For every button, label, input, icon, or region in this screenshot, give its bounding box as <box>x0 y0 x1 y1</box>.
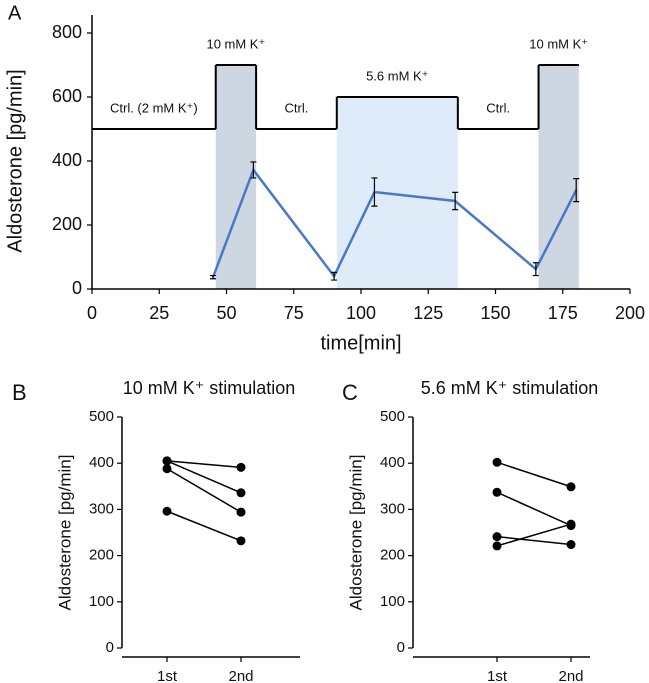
x-tick-label: 50 <box>216 303 236 323</box>
error-bar <box>532 262 539 277</box>
data-point <box>236 536 246 546</box>
y-tick-label: 100 <box>89 593 114 610</box>
x-axis-label: time[min] <box>320 332 401 354</box>
data-point <box>492 487 502 497</box>
error-bar <box>573 178 580 203</box>
data-point <box>162 456 172 466</box>
y-tick-label: 500 <box>380 408 405 425</box>
series-line <box>496 461 572 488</box>
data-point <box>566 482 576 492</box>
y-tick-label: 600 <box>52 86 82 106</box>
error-bar <box>371 177 378 207</box>
series-line <box>496 535 572 546</box>
panel-label: A <box>8 2 22 24</box>
y-tick-label: 300 <box>89 500 114 517</box>
protocol-label: 10 mM K⁺ <box>206 36 265 51</box>
stimulus-shade <box>538 65 579 289</box>
y-tick-label: 0 <box>397 639 405 656</box>
data-point <box>492 532 502 542</box>
series-line <box>166 468 242 513</box>
y-tick-label: 200 <box>52 214 82 234</box>
x-tick-label: 150 <box>480 303 510 323</box>
y-axis-label: Aldosterone [pg/min] <box>55 455 74 611</box>
y-tick-label: 400 <box>52 150 82 170</box>
data-point <box>162 506 172 516</box>
series-line <box>496 523 572 547</box>
error-bar <box>452 191 459 211</box>
error-bar <box>250 161 257 179</box>
x-tick-label: 0 <box>87 303 97 323</box>
x-tick-label: 175 <box>548 303 578 323</box>
y-tick-label: 500 <box>89 408 114 425</box>
data-point <box>566 540 576 550</box>
protocol-label: Ctrl. (2 mM K⁺) <box>110 100 198 115</box>
x-tick-label: 125 <box>413 303 443 323</box>
x-tick-label: 200 <box>615 303 645 323</box>
error-bar <box>210 274 217 280</box>
protocol-label: Ctrl. <box>285 100 309 115</box>
x-tick-label: 1st <box>487 668 508 683</box>
chart-title: 10 mM K⁺ stimulation <box>123 378 296 398</box>
x-tick-label: 100 <box>346 303 376 323</box>
x-tick-label: 2nd <box>558 668 583 683</box>
x-tick-label: 2nd <box>228 668 253 683</box>
y-tick-label: 0 <box>106 639 114 656</box>
series-line <box>166 510 242 542</box>
panel-label: C <box>342 380 358 405</box>
y-tick-label: 400 <box>89 454 114 471</box>
series-line <box>166 460 242 469</box>
data-point <box>162 464 172 474</box>
chart-title: 5.6 mM K⁺ stimulation <box>421 378 599 398</box>
error-bar <box>331 271 338 281</box>
y-tick-label: 800 <box>52 22 82 42</box>
y-tick-label: 300 <box>380 500 405 517</box>
y-tick-label: 400 <box>380 454 405 471</box>
series-line <box>496 491 572 527</box>
data-point <box>236 507 246 517</box>
x-tick-label: 75 <box>284 303 304 323</box>
data-point <box>236 462 246 472</box>
y-tick-label: 200 <box>380 547 405 564</box>
data-point <box>492 541 502 551</box>
data-point <box>492 457 502 467</box>
protocol-label: 10 mM K⁺ <box>529 36 588 51</box>
x-tick-label: 1st <box>157 668 178 683</box>
protocol-label: Ctrl. <box>486 100 510 115</box>
y-axis-label: Aldosterone [pg/min] <box>4 69 26 252</box>
y-tick-label: 200 <box>89 547 114 564</box>
stimulus-shade <box>336 97 458 289</box>
panel-label: B <box>12 380 27 405</box>
y-tick-label: 0 <box>72 278 82 298</box>
x-tick-label: 25 <box>149 303 169 323</box>
data-point <box>566 519 576 529</box>
y-axis-label: Aldosterone [pg/min] <box>346 455 365 611</box>
protocol-label: 5.6 mM K⁺ <box>366 68 429 83</box>
series-line <box>166 460 242 494</box>
data-point <box>236 488 246 498</box>
y-tick-label: 100 <box>380 593 405 610</box>
